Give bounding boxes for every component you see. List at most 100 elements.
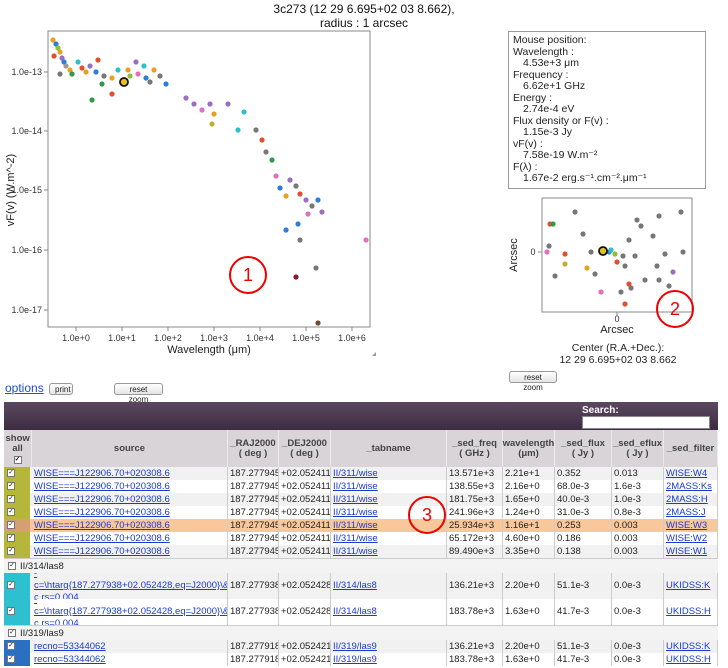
cell-source[interactable]: WISE===J122906.70+020308.6: [34, 520, 170, 531]
cell-tab[interactable]: II/311/wise: [333, 494, 378, 505]
sed-data-point[interactable]: [101, 73, 107, 79]
table-group-row[interactable]: ✓ II/314/las8: [4, 558, 718, 574]
sed-data-point[interactable]: [259, 137, 265, 143]
sky-data-point[interactable]: [650, 233, 656, 239]
cell-filter[interactable]: 2MASS:J: [666, 507, 706, 518]
cell-tab[interactable]: II/311/wise: [333, 533, 378, 544]
cell-source[interactable]: WISE===J122906.70+020308.6: [34, 468, 170, 479]
sed-data-point[interactable]: [135, 71, 141, 77]
row-checkbox[interactable]: ✓: [7, 607, 15, 615]
table-row[interactable]: ✓ WISE===J122906.70+020308.6 187.277945 +02…: [4, 480, 718, 493]
sed-data-point[interactable]: [283, 227, 289, 233]
sed-data-point[interactable]: [183, 95, 189, 101]
column-header-flux[interactable]: _sed_flux ( Jy ): [555, 430, 612, 467]
row-checkbox[interactable]: ✓: [7, 581, 15, 589]
sed-data-point[interactable]: [315, 320, 321, 326]
sky-data-point[interactable]: [634, 217, 640, 223]
cell-filter[interactable]: WISE:W4: [666, 468, 708, 479]
cell-source[interactable]: -c=\htarg{187.277938+02.052428,eq=J2000}…: [34, 573, 228, 599]
sky-data-point[interactable]: [642, 277, 648, 283]
sed-data-point[interactable]: [53, 41, 59, 47]
sky-data-point[interactable]: [656, 277, 662, 283]
sky-data-point[interactable]: [632, 253, 638, 259]
row-checkbox[interactable]: ✓: [7, 469, 15, 477]
sed-data-point[interactable]: [225, 101, 231, 107]
cell-source[interactable]: WISE===J122906.70+020308.6: [34, 481, 170, 492]
sed-data-point[interactable]: [315, 197, 321, 203]
table-row[interactable]: ✓ WISE===J122906.70+020308.6 187.277945 +02…: [4, 545, 718, 558]
row-checkbox[interactable]: ✓: [7, 521, 15, 529]
group-checkbox[interactable]: ✓: [8, 562, 16, 570]
cell-source[interactable]: WISE===J122906.70+020308.6: [34, 546, 170, 557]
sky-data-point[interactable]: [620, 253, 626, 259]
column-header-dec[interactable]: _DEJ2000 ( deg ): [279, 430, 331, 467]
sky-data-point[interactable]: [654, 263, 660, 269]
sed-data-point[interactable]: [51, 53, 57, 59]
sed-data-point[interactable]: [67, 67, 73, 73]
sky-data-point[interactable]: [546, 243, 552, 249]
sky-data-point[interactable]: [580, 231, 586, 237]
sed-data-point[interactable]: [141, 63, 147, 69]
sky-data-point[interactable]: [588, 249, 594, 255]
table-group-row[interactable]: ✓ II/319/las9: [4, 625, 718, 641]
options-link[interactable]: options: [5, 381, 44, 395]
sky-data-point[interactable]: [608, 247, 614, 253]
sed-data-point[interactable]: [79, 65, 85, 71]
cell-source[interactable]: WISE===J122906.70+020308.6: [34, 533, 170, 544]
column-header-wl[interactable]: wavelength (μm): [503, 430, 555, 467]
sed-data-point[interactable]: [93, 69, 99, 75]
sed-data-point[interactable]: [191, 101, 197, 107]
column-header-eflux[interactable]: _sed_eflux ( Jy ): [612, 430, 664, 467]
table-row[interactable]: ✓ -c=\htarg{187.277938+02.052428,eq=J2000…: [4, 599, 718, 625]
sky-data-point[interactable]: [592, 271, 598, 277]
sed-data-point[interactable]: [127, 73, 133, 79]
sed-data-point[interactable]: [319, 209, 325, 215]
sed-data-point[interactable]: [99, 81, 105, 87]
sed-data-point[interactable]: [163, 81, 169, 87]
table-row[interactable]: ✓ recno=53344062 187.277918 +02.052421 II/31…: [4, 653, 718, 666]
sed-data-point[interactable]: [211, 111, 217, 117]
sed-data-point[interactable]: [277, 185, 283, 191]
sed-data-point[interactable]: [55, 45, 61, 51]
group-checkbox[interactable]: ✓: [8, 629, 16, 637]
row-checkbox[interactable]: ✓: [7, 508, 15, 516]
sky-data-point[interactable]: [626, 237, 632, 243]
sed-data-point[interactable]: [61, 59, 67, 65]
sky-data-point[interactable]: [614, 259, 620, 265]
sky-data-point[interactable]: [666, 283, 672, 289]
row-checkbox[interactable]: ✓: [7, 547, 15, 555]
table-row[interactable]: ✓ recno=53344062 187.277918 +02.052421 II/31…: [4, 640, 718, 653]
cell-tab[interactable]: II/314/las8: [333, 606, 377, 617]
show-all-header[interactable]: show all ✓: [4, 430, 32, 467]
cell-filter[interactable]: UKIDSS:H: [666, 654, 711, 665]
sed-reset-zoom-button[interactable]: reset zoom: [114, 383, 163, 404]
sky-data-point[interactable]: [622, 263, 628, 269]
sky-selected-point[interactable]: [598, 246, 608, 256]
show-all-checkbox[interactable]: ✓: [13, 455, 22, 464]
sed-data-point[interactable]: [151, 67, 157, 73]
table-row[interactable]: ✓ WISE===J122906.70+020308.6 187.277945 +02…: [4, 519, 718, 532]
sky-data-point[interactable]: [618, 289, 624, 295]
column-header-filter[interactable]: _sed_filter: [664, 430, 718, 467]
sed-data-point[interactable]: [273, 173, 279, 179]
cell-tab[interactable]: II/311/wise: [333, 481, 378, 492]
row-checkbox[interactable]: ✓: [7, 482, 15, 490]
sky-data-point[interactable]: [598, 289, 604, 295]
column-header-source[interactable]: source: [32, 430, 228, 467]
sed-data-point[interactable]: [83, 69, 89, 75]
table-row[interactable]: ✓ WISE===J122906.70+020308.6 187.277945 +02…: [4, 467, 718, 480]
sky-reset-zoom-button[interactable]: reset zoom: [509, 371, 557, 392]
sed-plot[interactable]: 1.0e-13 1.0e-14 1.0e-15 1.0e-16 1.0e-17 1.0e…: [0, 28, 380, 363]
sed-data-point[interactable]: [313, 265, 319, 271]
sky-data-point[interactable]: [626, 281, 632, 287]
cell-tab[interactable]: II/311/wise: [333, 520, 378, 531]
sed-data-point[interactable]: [295, 221, 301, 227]
cell-source[interactable]: WISE===J122906.70+020308.6: [34, 507, 170, 518]
cell-filter[interactable]: WISE:W1: [666, 546, 708, 557]
sky-data-point[interactable]: [638, 223, 644, 229]
cell-filter[interactable]: UKIDSS:K: [666, 641, 711, 652]
row-checkbox[interactable]: ✓: [7, 655, 15, 663]
sed-data-point[interactable]: [63, 63, 69, 69]
cell-tab[interactable]: II/311/wise: [333, 507, 378, 518]
cell-tab[interactable]: II/319/las9: [333, 641, 377, 652]
